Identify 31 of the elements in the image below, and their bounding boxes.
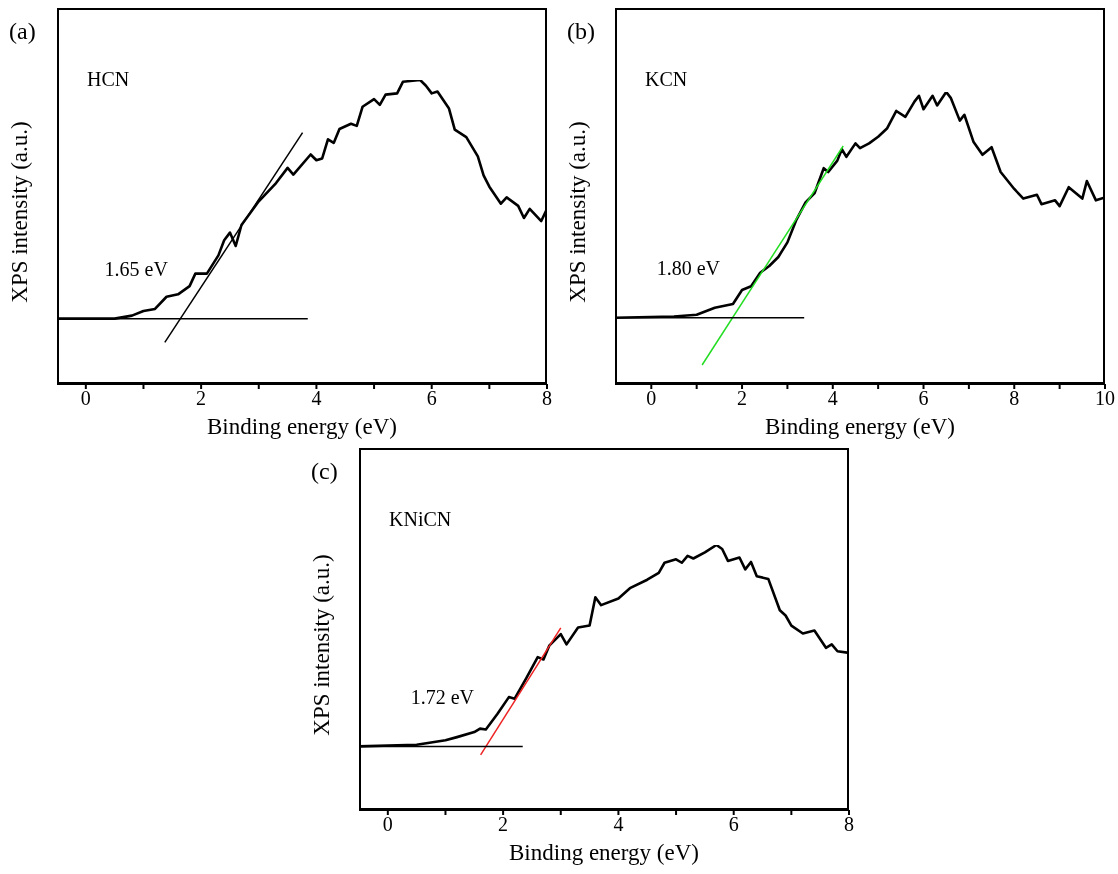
- x-tick-label: 2: [498, 813, 509, 836]
- annotation: HCN: [87, 68, 130, 91]
- text: (b): [567, 18, 595, 45]
- x-axis-title: Binding energy (eV): [207, 414, 397, 439]
- annotation: 1.72 eV: [410, 685, 475, 708]
- x-tick-label: 0: [646, 387, 657, 410]
- x-tick-label: 2: [737, 387, 748, 410]
- x-tick-label: 10: [1095, 387, 1115, 410]
- text: (a): [9, 18, 36, 45]
- x-tick-label: 4: [827, 387, 838, 410]
- y-axis-title: XPS intensity (a.u.): [309, 554, 335, 736]
- x-tick-label: 0: [80, 387, 91, 410]
- text: KCN: [645, 68, 688, 91]
- x-axis-title: Binding energy (eV): [765, 414, 955, 439]
- y-axis-title: XPS intensity (a.u.): [565, 121, 591, 303]
- x-tick-label: 4: [311, 387, 322, 410]
- y-axis-title: XPS intensity (a.u.): [7, 121, 33, 303]
- x-tick-label: 8: [1009, 387, 1020, 410]
- x-tick-label: 8: [844, 813, 854, 836]
- x-tick-label: 2: [196, 387, 207, 410]
- x-tick-label: 4: [613, 813, 624, 836]
- x-tick-label: 6: [426, 387, 437, 410]
- x-tick-label: 6: [728, 813, 739, 836]
- annotation: 1.65 eV: [104, 257, 169, 280]
- annotation: 1.80 eV: [656, 256, 721, 279]
- x-tick-label: 8: [542, 387, 552, 410]
- text: KNiCN: [389, 508, 452, 531]
- x-tick-label: 0: [382, 813, 393, 836]
- text: (c): [311, 458, 338, 485]
- x-axis-title: Binding energy (eV): [509, 840, 699, 865]
- x-tick-label: 6: [918, 387, 929, 410]
